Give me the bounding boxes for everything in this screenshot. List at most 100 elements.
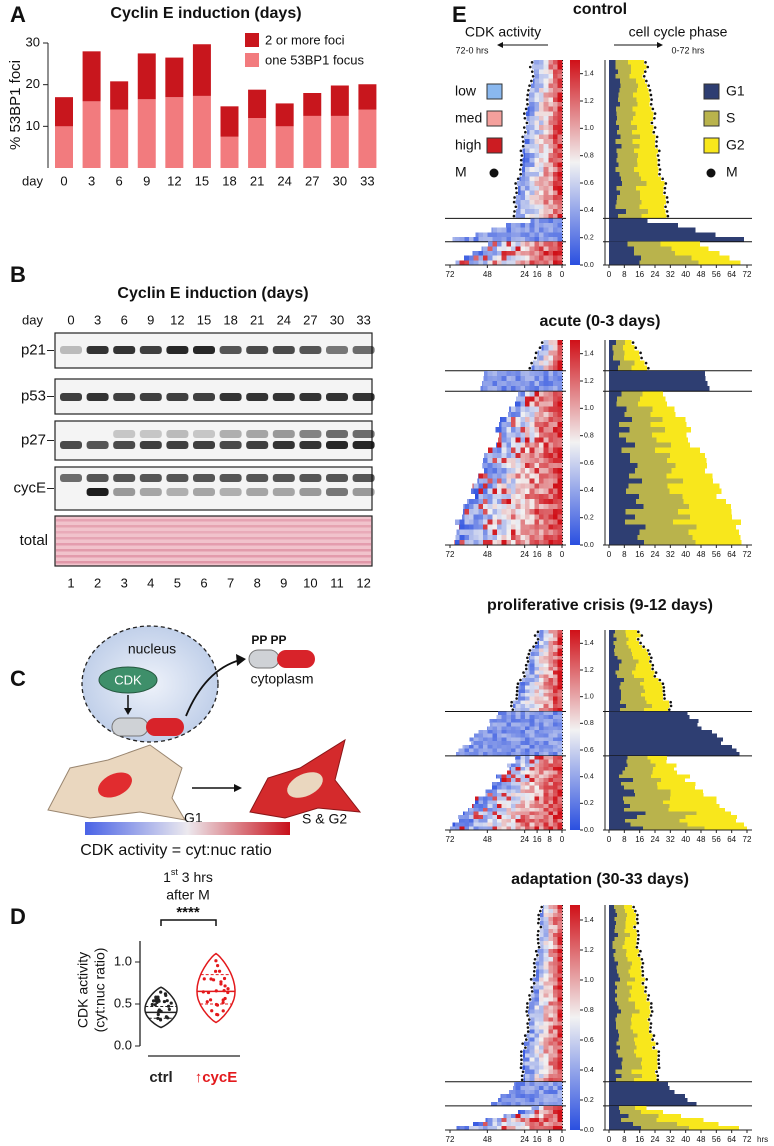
heat-cell [548, 1045, 553, 1050]
phase-g2 [626, 917, 636, 922]
heat-cell [538, 457, 544, 464]
heat-cell [482, 504, 488, 510]
phase-s [624, 807, 669, 812]
phase-s [624, 411, 651, 418]
heat-cell [538, 463, 544, 469]
heat-cell [557, 411, 563, 418]
heat-cell [548, 1005, 553, 1010]
heat-cell [548, 488, 553, 495]
lane-label: 10 [303, 575, 317, 590]
heat-cell [552, 97, 558, 103]
heat-cell [552, 1105, 558, 1111]
heat-cell [543, 148, 549, 154]
heat-cell [552, 519, 558, 525]
heat-cell [524, 1057, 530, 1062]
heat-cell [557, 246, 563, 252]
heat-cell [520, 1109, 525, 1115]
x-tick-label: 24 [520, 1135, 529, 1144]
heat-cell [464, 539, 469, 546]
heat-cell [529, 1109, 535, 1115]
mitosis-dot [524, 663, 528, 667]
heat-cell [510, 737, 516, 742]
heat-cell [557, 718, 563, 723]
heat-cell [524, 763, 530, 768]
heat-cell [548, 1117, 553, 1123]
heat-cell [557, 199, 563, 205]
heat-cell [543, 755, 549, 760]
heat-cell [515, 700, 521, 705]
phase-s [617, 396, 640, 402]
bar-segment [220, 136, 239, 168]
mitosis-dot [657, 163, 661, 167]
heat-cell [548, 961, 553, 966]
heat-cell [557, 977, 563, 982]
heat-cell [473, 260, 479, 266]
heat-cell [548, 652, 553, 657]
heat-cell [529, 1033, 535, 1038]
phase-g2 [624, 941, 637, 946]
band [246, 430, 269, 438]
heat-cell [531, 64, 535, 70]
heat-cell [526, 674, 530, 679]
mitosis-dot [642, 75, 646, 78]
heat-cell [534, 452, 539, 459]
phase-s [615, 949, 627, 954]
phase-g2 [624, 937, 637, 942]
colorbar-tick-label: 0.2 [584, 1097, 594, 1104]
band [326, 488, 348, 496]
heat-cell [557, 692, 563, 697]
mitosis-dot [641, 961, 645, 965]
heat-cell [538, 185, 544, 191]
heat-cell [464, 826, 469, 831]
phase-s [615, 167, 635, 173]
mitosis-dot [540, 905, 544, 909]
phase-g2 [643, 678, 659, 683]
band [246, 488, 269, 496]
mitosis-dot [537, 917, 541, 921]
heat-cell [538, 227, 544, 233]
heat-cell [496, 375, 502, 382]
band [219, 393, 242, 401]
phase-s [620, 681, 641, 686]
heat-cell [543, 781, 549, 786]
heat-cell [492, 473, 497, 479]
heat-cell [548, 416, 553, 423]
phase-g2 [640, 134, 656, 140]
x-tick-label: 72 [446, 835, 455, 844]
phase-s [615, 204, 640, 210]
x-tick-label: 8 [622, 550, 627, 559]
heat-cell [510, 800, 516, 805]
heat-cell [548, 941, 553, 946]
phase-g1 [609, 1097, 688, 1103]
heat-cell [510, 514, 516, 520]
phase-g1 [609, 961, 618, 966]
heat-cell [529, 770, 535, 775]
phase-g1 [609, 630, 616, 635]
heat-cell [543, 641, 549, 646]
heat-cell [552, 73, 558, 79]
heat-cell [519, 681, 521, 686]
heat-cell [557, 370, 563, 377]
heat-cell [506, 246, 511, 252]
heat-cell [487, 386, 493, 392]
band [352, 346, 375, 354]
heat-cell [552, 181, 558, 187]
heat-cell [458, 815, 460, 820]
heat-cell [529, 125, 535, 131]
mitosis-dot [649, 102, 653, 106]
phase-g1 [609, 427, 630, 433]
heat-cell [482, 822, 488, 827]
heat-cell [520, 255, 525, 261]
heat-cell [557, 190, 563, 196]
heat-cell [482, 529, 488, 536]
heat-cell [557, 696, 563, 701]
heat-cell [496, 744, 502, 749]
heat-cell [529, 796, 535, 801]
heat-cell [538, 689, 544, 694]
phase-g1 [609, 381, 708, 387]
phase-s [627, 763, 656, 768]
heat-cell [507, 763, 511, 768]
violin [144, 986, 178, 1029]
heat-cell [524, 1089, 530, 1095]
heat-cell [543, 1065, 549, 1071]
